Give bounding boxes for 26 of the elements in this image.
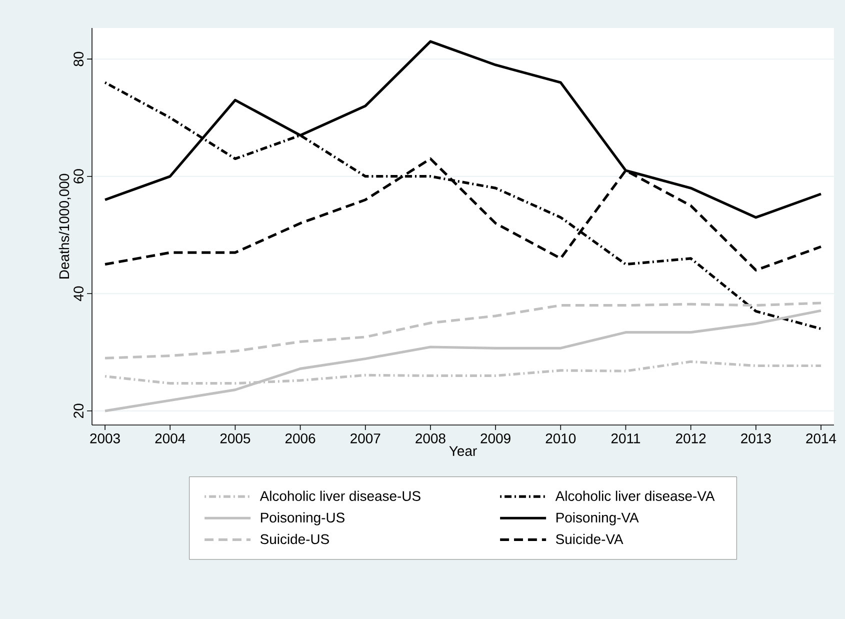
x-tick-label: 2004	[155, 433, 186, 444]
legend-label: Alcoholic liver disease-VA	[555, 490, 715, 501]
x-tick-label: 2014	[806, 433, 836, 444]
line-series	[104, 309, 822, 412]
x-tick-label: 2007	[350, 433, 380, 444]
line-series	[104, 302, 822, 360]
x-tick-label: 2013	[741, 433, 771, 444]
legend-label: Alcoholic liver disease-US	[260, 490, 420, 501]
x-tick-label: 2006	[285, 433, 316, 444]
y-axis-title: Deaths/1000,000	[58, 174, 71, 278]
legend-label: Poisoning-US	[260, 512, 344, 526]
x-tick-label: 2003	[90, 433, 120, 444]
legend-label: Suicide-VA	[556, 534, 624, 544]
legend-label: Poisoning-VA	[556, 512, 639, 526]
x-tick-label: 2012	[676, 433, 706, 444]
x-tick-label: 2010	[546, 433, 576, 444]
x-tick-label: 2008	[416, 433, 446, 444]
x-tick-label: 2011	[611, 433, 640, 444]
y-tick-label: 80	[74, 52, 84, 66]
x-tick-label: 2009	[480, 433, 510, 444]
y-tick-label: 60	[74, 169, 84, 184]
y-tick-label: 20	[74, 404, 84, 418]
legend-label: Suicide-US	[260, 534, 329, 544]
y-tick-label: 40	[74, 286, 84, 302]
x-axis-title: Year	[449, 446, 477, 456]
x-tick-label: 2005	[220, 433, 250, 444]
